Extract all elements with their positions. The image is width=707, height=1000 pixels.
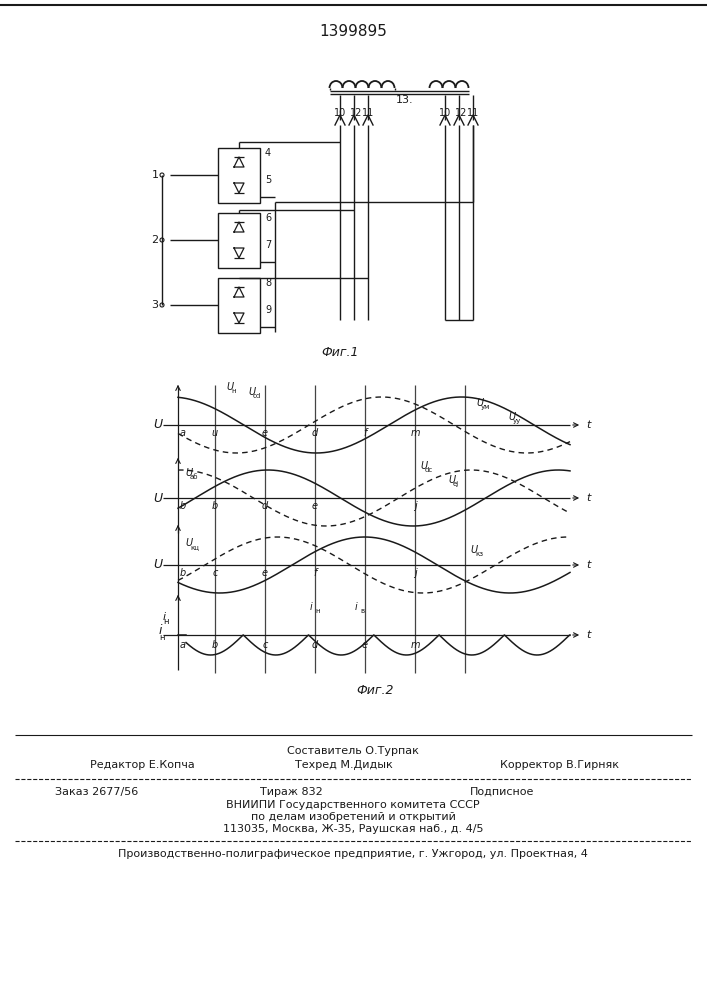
Text: 10: 10 <box>334 108 346 118</box>
Text: t: t <box>586 560 590 570</box>
Text: Составитель О.Турпак: Составитель О.Турпак <box>287 746 419 756</box>
Text: в: в <box>360 608 364 614</box>
Text: 12: 12 <box>455 108 467 118</box>
Text: 4: 4 <box>265 148 271 158</box>
Text: Фиг.2: Фиг.2 <box>356 684 394 696</box>
Text: н: н <box>163 617 169 626</box>
Text: c: c <box>212 568 218 578</box>
Text: 1: 1 <box>151 170 158 180</box>
Text: U: U <box>248 387 255 397</box>
Text: аб: аб <box>190 474 199 480</box>
Text: Техред М.Дидык: Техред М.Дидык <box>295 760 393 770</box>
Text: 3: 3 <box>151 300 158 310</box>
Text: U: U <box>420 461 427 471</box>
Text: i: i <box>310 602 312 612</box>
Text: U: U <box>226 382 233 392</box>
Text: t: t <box>586 630 590 640</box>
Text: c: c <box>262 640 268 650</box>
Text: i: i <box>163 612 166 622</box>
Text: 8: 8 <box>265 278 271 288</box>
Text: U: U <box>185 538 192 548</box>
Bar <box>218 213 260 268</box>
Text: ВНИИПИ Государственного комитета СССР: ВНИИПИ Государственного комитета СССР <box>226 800 480 810</box>
Text: U: U <box>448 475 455 485</box>
Text: m: m <box>410 640 420 650</box>
Text: н: н <box>231 388 235 394</box>
Text: н: н <box>160 633 165 642</box>
Text: U: U <box>185 468 192 478</box>
Text: Тираж 832: Тираж 832 <box>260 787 323 797</box>
Text: a: a <box>180 428 186 438</box>
Text: U: U <box>470 545 477 555</box>
Text: кз: кз <box>475 551 483 557</box>
Text: b: b <box>212 501 218 511</box>
Text: U: U <box>153 418 162 432</box>
Text: e: e <box>362 640 368 650</box>
Text: t: t <box>586 420 590 430</box>
Text: m: m <box>410 428 420 438</box>
Text: i: i <box>158 624 162 637</box>
Text: 5: 5 <box>265 175 271 185</box>
Text: 10: 10 <box>439 108 451 118</box>
Text: Производственно-полиграфическое предприятие, г. Ужгород, ул. Проектная, 4: Производственно-полиграфическое предприя… <box>118 849 588 859</box>
Text: 11: 11 <box>362 108 374 118</box>
Text: 9: 9 <box>265 305 271 315</box>
Text: b: b <box>180 568 186 578</box>
Text: dc: dc <box>425 467 433 473</box>
Text: b: b <box>180 501 186 511</box>
Text: кц: кц <box>190 544 199 550</box>
Text: Фиг.1: Фиг.1 <box>321 346 358 359</box>
Text: i: i <box>355 602 358 612</box>
Text: ej: ej <box>453 481 460 487</box>
Text: U: U <box>476 398 483 408</box>
Text: н: н <box>315 608 320 614</box>
Text: по делам изобретений и открытий: по делам изобретений и открытий <box>250 812 455 822</box>
Text: a: a <box>180 640 186 650</box>
Text: 13.: 13. <box>396 95 414 105</box>
Text: ум: ум <box>481 404 491 410</box>
Text: t: t <box>586 493 590 503</box>
Text: f: f <box>363 428 367 438</box>
Text: 7: 7 <box>265 240 271 250</box>
Text: b: b <box>212 640 218 650</box>
Text: e: e <box>262 428 268 438</box>
Text: 113035, Москва, Ж-35, Раушская наб., д. 4/5: 113035, Москва, Ж-35, Раушская наб., д. … <box>223 824 484 834</box>
Text: 12: 12 <box>350 108 362 118</box>
Text: U: U <box>153 558 162 572</box>
Text: Корректор В.Гирняк: Корректор В.Гирняк <box>500 760 619 770</box>
Text: d: d <box>312 428 318 438</box>
Text: U: U <box>153 491 162 504</box>
Text: d: d <box>312 640 318 650</box>
Text: u: u <box>212 428 218 438</box>
Text: U: U <box>508 412 515 422</box>
Text: 11: 11 <box>467 108 479 118</box>
Text: 2: 2 <box>151 235 158 245</box>
Text: e: e <box>312 501 318 511</box>
Text: Подписное: Подписное <box>470 787 534 797</box>
Text: Заказ 2677/56: Заказ 2677/56 <box>55 787 139 797</box>
Text: cd: cd <box>253 393 262 399</box>
Text: уу: уу <box>513 418 521 424</box>
Text: Редактор Е.Копча: Редактор Е.Копча <box>90 760 194 770</box>
Text: e: e <box>262 568 268 578</box>
Bar <box>218 148 260 203</box>
Text: j: j <box>414 501 416 511</box>
Text: 1399895: 1399895 <box>319 24 387 39</box>
Text: d: d <box>262 501 268 511</box>
Text: f: f <box>313 568 317 578</box>
Text: j: j <box>414 568 416 578</box>
Bar <box>218 278 260 333</box>
Text: 6: 6 <box>265 213 271 223</box>
